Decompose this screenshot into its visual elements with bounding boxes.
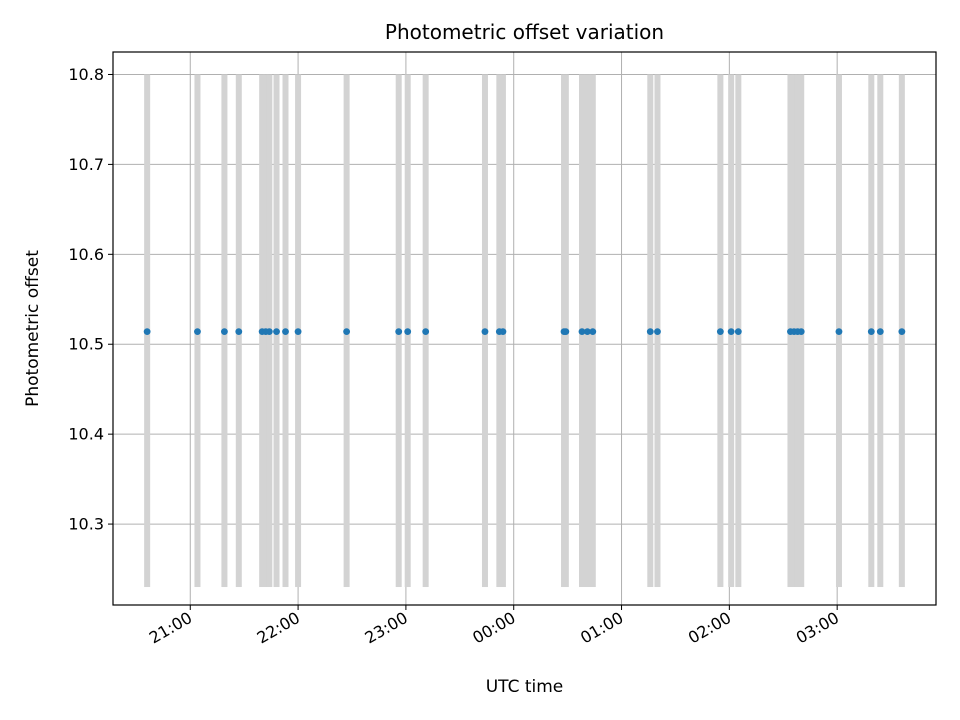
- data-point: [835, 328, 843, 336]
- data-point: [646, 328, 654, 336]
- data-point: [867, 328, 875, 336]
- data-point: [499, 328, 507, 336]
- data-point: [562, 328, 570, 336]
- data-point: [395, 328, 403, 336]
- data-point: [422, 328, 430, 336]
- data-point: [282, 328, 289, 336]
- data-point: [654, 328, 661, 336]
- data-point: [876, 328, 884, 336]
- y-tick-label: 10.3: [68, 515, 104, 534]
- y-tick-label: 10.8: [68, 65, 104, 84]
- y-axis: 10.3 10.4 10.5 10.6 10.7 10.8: [68, 65, 113, 534]
- data-point: [734, 328, 742, 336]
- data-point: [143, 328, 151, 336]
- y-tick-label: 10.4: [68, 425, 104, 444]
- data-point: [235, 328, 243, 336]
- data-point: [797, 328, 805, 336]
- point-series: [143, 328, 906, 336]
- data-point: [481, 328, 489, 336]
- data-point: [578, 328, 586, 336]
- y-tick-label: 10.5: [68, 335, 104, 354]
- data-point: [716, 328, 724, 336]
- data-point: [727, 328, 735, 336]
- data-point: [294, 328, 302, 336]
- data-point: [221, 328, 228, 336]
- data-point: [898, 328, 906, 336]
- data-point: [265, 328, 273, 336]
- y-tick-label: 10.6: [68, 245, 104, 264]
- axes-frame: [112, 51, 937, 606]
- y-tick-label: 10.7: [68, 155, 104, 174]
- data-point: [273, 328, 280, 336]
- data-point: [589, 328, 597, 336]
- x-axis-label: UTC time: [486, 677, 564, 697]
- data-point: [194, 328, 201, 336]
- data-point: [583, 328, 591, 336]
- chart-title: Photometric offset variation: [385, 20, 664, 44]
- data-point: [404, 328, 412, 336]
- data-point: [343, 328, 351, 336]
- y-axis-label: Photometric offset: [23, 250, 43, 407]
